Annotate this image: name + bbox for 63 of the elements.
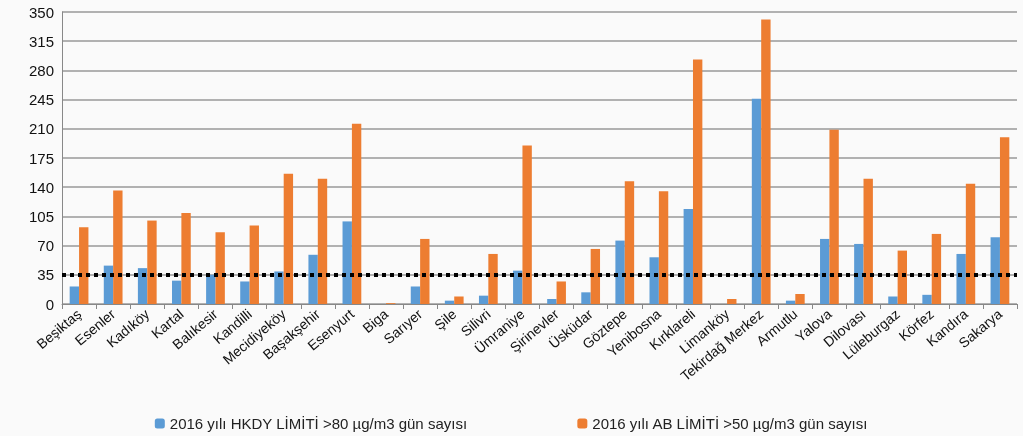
- bar: [751, 98, 762, 304]
- bar: [829, 129, 839, 304]
- bar: [615, 240, 625, 304]
- bar: [990, 237, 1000, 304]
- bar: [922, 294, 932, 304]
- bar: [181, 213, 191, 304]
- bar: [240, 281, 250, 304]
- bar: [522, 145, 532, 304]
- bar: [854, 243, 864, 304]
- y-tick-label: 280: [28, 61, 54, 79]
- bar: [488, 253, 498, 304]
- y-tick-label: 35: [37, 266, 54, 284]
- bar: [410, 286, 421, 304]
- y-tick-label: 0: [45, 295, 54, 313]
- bar: [137, 268, 148, 304]
- bar: [215, 232, 225, 304]
- bar: [556, 281, 566, 304]
- bar: [761, 19, 771, 304]
- legend-label: 2016 yılı HKDY LİMİTİ >80 µg/m3 gün sayısı: [169, 415, 468, 432]
- bar: [342, 221, 352, 304]
- bar: [249, 225, 259, 304]
- bar: [727, 298, 737, 304]
- bar: [683, 208, 693, 304]
- y-tick-label: 175: [28, 149, 54, 167]
- y-tick-label: 210: [28, 120, 54, 138]
- bar: [999, 137, 1010, 304]
- bar: [172, 280, 182, 304]
- legend-label: 2016 yılı AB LİMİTİ >50 µg/m3 gün sayısı: [592, 415, 868, 432]
- bar: [478, 295, 489, 304]
- bar: [69, 286, 80, 304]
- y-tick-label: 140: [28, 178, 54, 196]
- bar: [888, 296, 898, 304]
- bar: [590, 248, 601, 304]
- bar: [581, 292, 591, 304]
- bar: [547, 298, 557, 304]
- y-tick-label: 105: [28, 207, 54, 225]
- bar: [147, 220, 157, 304]
- bar: [965, 183, 976, 304]
- y-tick-label: 245: [28, 91, 54, 109]
- y-tick-label: 70: [37, 237, 54, 255]
- bar: [113, 190, 123, 304]
- bar: [420, 238, 430, 304]
- bar: [692, 59, 703, 304]
- y-tick-label: 315: [28, 32, 54, 50]
- bar: [351, 123, 362, 304]
- bar: [283, 173, 294, 304]
- bar: [863, 178, 873, 304]
- bar: [317, 178, 328, 304]
- x-tick-label: Şile: [431, 305, 460, 334]
- bar: [649, 257, 659, 304]
- bar: [454, 296, 464, 304]
- bar: [624, 181, 635, 304]
- bar: [956, 253, 966, 304]
- bar: [79, 227, 89, 304]
- bar: [897, 250, 907, 304]
- bar: [274, 271, 284, 304]
- bar: [931, 233, 942, 304]
- bar: [820, 238, 830, 304]
- y-tick-label: 350: [28, 3, 54, 21]
- bar: [795, 293, 805, 304]
- bar: [308, 254, 318, 304]
- bar: [206, 274, 216, 304]
- bar: [658, 191, 669, 304]
